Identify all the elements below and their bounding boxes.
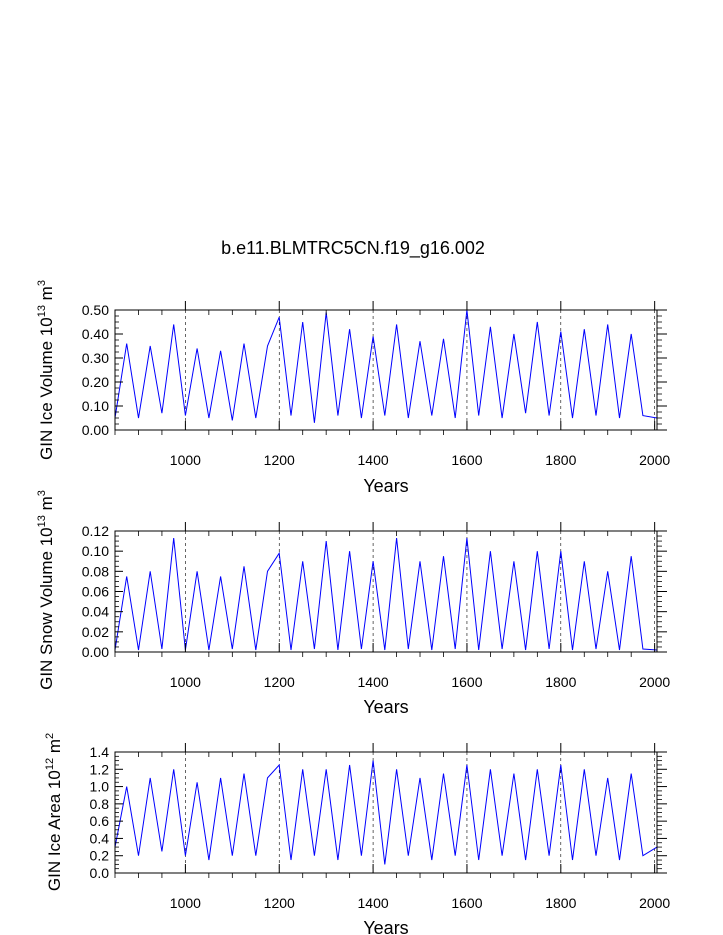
x-tick-label: 1000 (170, 895, 201, 911)
series-lines (114, 309, 658, 423)
series-line (114, 309, 658, 423)
x-tick-label: 1200 (264, 895, 295, 911)
y-tick-label: 0.2 (90, 848, 110, 864)
chart-panel-ice-area: 1000 1200 1400 1600 1800 2000 0.00.2 0.40.60.8… (44, 733, 670, 935)
series-lines (114, 760, 658, 865)
x-tick-label: 1400 (358, 452, 389, 468)
series-lines (114, 538, 658, 651)
y-tick-label: 0.08 (82, 563, 109, 579)
figure-title: b.e11.BLMTRC5CN.f19_g16.002 (221, 238, 485, 259)
chart-panel-snow-volume: 1000 1200 1400 1600 1800 2000 0.000.020.040.0… (36, 490, 670, 717)
y-tick-label: 0.8 (90, 796, 110, 812)
plot-frame (114, 309, 658, 431)
y-axis-label: GIN Snow Volume 1013 m3 (36, 490, 56, 690)
x-ticks: 1000 1200 1400 1600 1800 2000 (114, 522, 670, 690)
y-ticks: 0.00 0.10 0.20 0.30 0.40 0.50 (82, 302, 667, 438)
grid-lines (185, 310, 655, 430)
y-ticks: 0.00 0.02 0.04 0.06 0.08 0.10 0.12 (82, 523, 667, 660)
x-ticks: 1000 1200 1400 1600 1800 2000 (114, 301, 670, 468)
x-tick-label: 1600 (451, 452, 482, 468)
x-axis-label: Years (363, 476, 408, 496)
y-tick-label: 0.00 (82, 644, 109, 660)
y-tick-label: 0.06 (82, 584, 109, 600)
x-tick-label: 1800 (545, 452, 576, 468)
x-tick-label: 1400 (358, 895, 389, 911)
y-tick-label: 0.20 (82, 374, 109, 390)
y-tick-label: 0.02 (82, 624, 109, 640)
y-tick-label: 1.4 (90, 744, 110, 760)
y-tick-label: 0.0 (90, 865, 110, 881)
series-line (114, 538, 658, 651)
y-tick-label: 0.4 (90, 830, 110, 846)
x-tick-label: 1200 (264, 674, 295, 690)
y-tick-label: 0.10 (82, 543, 109, 559)
plot-frame (114, 530, 658, 653)
x-axis-label: Years (363, 918, 408, 935)
y-tick-label: 1.0 (90, 779, 110, 795)
x-tick-label: 1800 (545, 674, 576, 690)
y-tick-label: 0.12 (82, 523, 109, 539)
x-tick-label: 1600 (451, 895, 482, 911)
y-tick-label: 1.2 (90, 761, 110, 777)
x-tick-label: 1000 (170, 452, 201, 468)
y-tick-label: 0.6 (90, 813, 110, 829)
x-axis-label: Years (363, 697, 408, 717)
x-tick-label: 1600 (451, 674, 482, 690)
y-tick-label: 0.00 (82, 422, 109, 438)
x-tick-label: 1000 (170, 674, 201, 690)
chart-panel-ice-volume: 1000 1200 1400 1600 1800 2000 0.00 0.10 0.20 0.3… (36, 280, 670, 496)
x-tick-label: 2000 (639, 674, 670, 690)
x-tick-label: 1800 (545, 895, 576, 911)
series-line (114, 760, 658, 865)
y-tick-label: 0.50 (82, 302, 109, 318)
x-tick-label: 1200 (264, 452, 295, 468)
x-tick-label: 2000 (639, 895, 670, 911)
y-axis-label: GIN Ice Volume 1013 m3 (36, 280, 56, 460)
x-tick-label: 1400 (358, 674, 389, 690)
grid-lines (185, 531, 655, 652)
y-ticks: 0.00.2 0.40.60.81.0 1.21.4 (90, 744, 667, 881)
grid-lines (185, 752, 655, 873)
x-ticks: 1000 1200 1400 1600 1800 2000 (114, 743, 670, 911)
y-axis-label: GIN Ice Area 1012 m2 (44, 733, 64, 891)
y-tick-label: 0.10 (82, 398, 109, 414)
y-tick-label: 0.40 (82, 326, 109, 342)
y-tick-label: 0.30 (82, 350, 109, 366)
x-tick-label: 2000 (639, 452, 670, 468)
y-tick-label: 0.04 (82, 604, 109, 620)
